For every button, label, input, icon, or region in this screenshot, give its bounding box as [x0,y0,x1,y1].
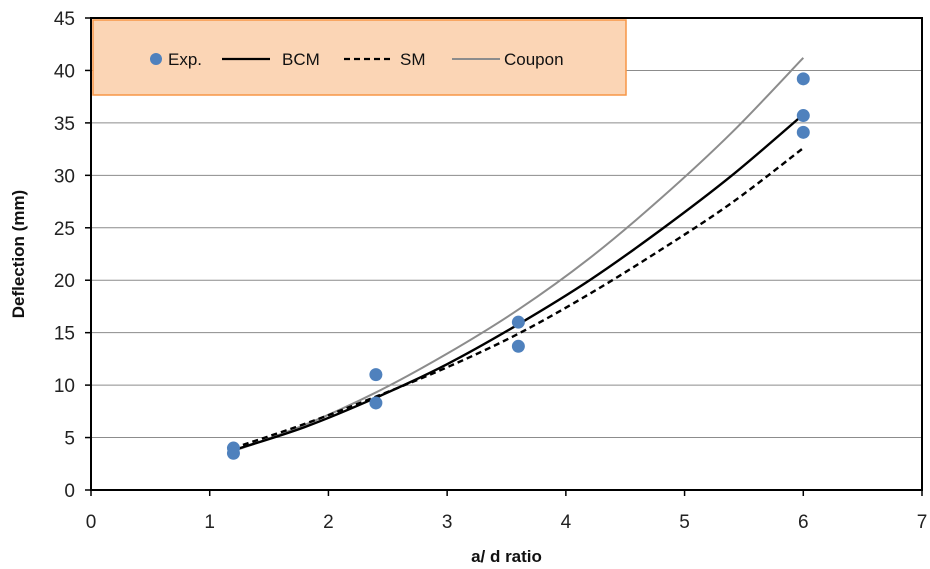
y-tick-label: 10 [54,376,75,397]
x-tick-label: 7 [917,512,928,533]
series-sm-line [233,147,805,450]
x-tick-label: 1 [204,512,215,533]
y-tick-label: 40 [54,61,75,82]
series-exp-point [796,72,810,86]
x-tick-label: 3 [442,512,453,533]
x-axis-title: a/ d ratio [471,547,542,566]
x-tick-label: 6 [798,512,809,533]
y-tick-label: 45 [54,9,75,30]
y-tick-label: 0 [64,481,75,502]
y-tick-label: 5 [64,429,75,450]
legend-coupon-label: Coupon [504,50,564,69]
series-layer [226,57,810,460]
plot-area-frame [90,17,923,491]
series-exp-point [511,315,525,329]
x-tick-label: 4 [561,512,572,533]
legend-sm-label: SM [400,50,426,69]
y-tick-label: 15 [54,324,75,345]
legend-bcm-label: BCM [282,50,320,69]
series-exp-point [511,339,525,353]
series-exp-point [226,446,240,460]
y-tick-label: 30 [54,166,75,187]
series-coupon-line [233,57,805,453]
series-exp-point [369,396,383,410]
series-exp-point [369,368,383,382]
legend-exp-label: Exp. [168,50,202,69]
y-tick-label: 35 [54,114,75,135]
y-axis-title: Deflection (mm) [9,190,28,318]
y-tick-label: 20 [54,271,75,292]
x-tick-label: 0 [86,512,97,533]
series-exp-point [796,109,810,123]
legend-box [92,19,627,96]
x-tick-label: 2 [323,512,334,533]
x-tick-label: 5 [679,512,690,533]
legend-items: Exp. BCM SM Coupon [150,50,564,69]
y-tick-label: 25 [54,219,75,240]
series-exp-point [796,125,810,139]
legend: Exp. BCM SM Coupon [92,19,627,96]
legend-exp-marker [150,53,162,65]
